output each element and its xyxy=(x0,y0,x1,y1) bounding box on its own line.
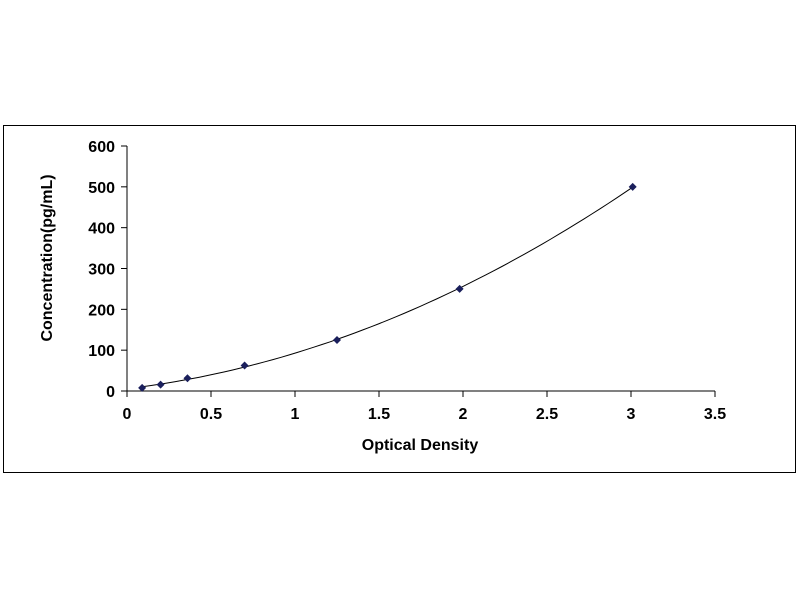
data-point xyxy=(156,380,165,389)
y-tick-label: 200 xyxy=(88,302,115,319)
y-tick-label: 0 xyxy=(106,384,115,401)
chart-frame xyxy=(3,125,796,473)
data-point xyxy=(455,284,464,293)
y-axis-label: Concentration(pg/mL) xyxy=(39,174,56,341)
y-tick-label: 300 xyxy=(88,262,115,279)
y-tick-label: 500 xyxy=(88,180,115,197)
x-tick-label: 3 xyxy=(627,406,636,423)
data-point xyxy=(183,374,192,383)
x-tick-label: 1.5 xyxy=(368,406,390,423)
x-tick-label: 0.5 xyxy=(200,406,222,423)
y-tick-label: 600 xyxy=(88,139,115,156)
data-point xyxy=(333,335,341,344)
x-tick-label: 1 xyxy=(291,406,300,423)
data-point xyxy=(138,383,147,392)
x-tick-label: 2.5 xyxy=(536,406,558,423)
y-tick-label: 100 xyxy=(88,343,115,360)
fit-curve xyxy=(142,186,633,388)
x-tick-label: 0 xyxy=(123,406,132,423)
data-point xyxy=(628,182,637,191)
x-axis-label: Optical Density xyxy=(362,437,479,454)
x-tick-label: 2 xyxy=(459,406,468,423)
y-tick-label: 400 xyxy=(88,221,115,238)
x-tick-label: 3.5 xyxy=(704,406,726,423)
data-point xyxy=(240,361,249,370)
